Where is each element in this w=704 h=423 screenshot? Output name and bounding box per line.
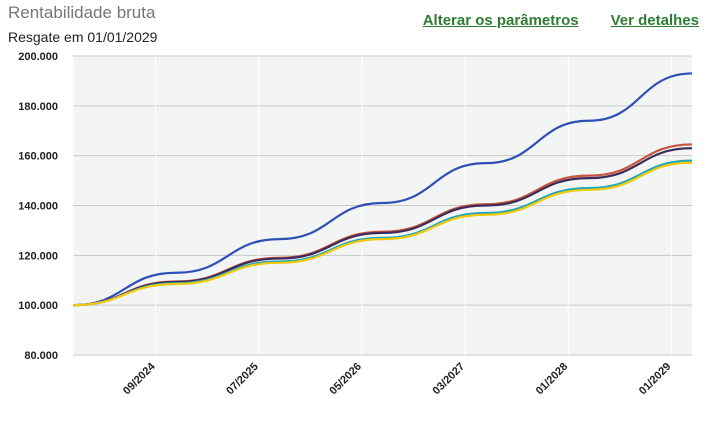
y-tick-label: 140.000 bbox=[18, 201, 58, 213]
x-tick-label: 03/2027 bbox=[431, 361, 468, 398]
y-axis: 80.000 100.000 120.000 140.000 160.000 180.00… bbox=[18, 51, 58, 362]
y-tick-label: 200.000 bbox=[18, 51, 58, 63]
x-tick-label: 07/2025 bbox=[224, 361, 261, 398]
y-tick-label: 120.000 bbox=[18, 250, 58, 262]
redemption-date: Resgate em 01/01/2029 bbox=[8, 29, 158, 45]
x-tick-label: 01/2029 bbox=[637, 361, 674, 398]
x-axis: 09/2024 07/2025 05/2026 03/2027 01/2028 01/20… bbox=[121, 360, 673, 397]
y-tick-label: 160.000 bbox=[18, 151, 58, 163]
y-tick-label: 100.000 bbox=[18, 300, 58, 312]
series-line-5 bbox=[72, 161, 693, 307]
x-tick-label: 01/2028 bbox=[534, 361, 571, 398]
series-line-1 bbox=[72, 72, 693, 307]
y-tick-label: 80.000 bbox=[24, 350, 58, 362]
x-tick-label: 09/2024 bbox=[121, 360, 158, 397]
series-line-3 bbox=[72, 147, 693, 307]
chart-title: Rentabilidade bruta bbox=[8, 3, 156, 22]
series-lines bbox=[72, 72, 693, 307]
change-parameters-link[interactable]: Alterar os parâmetros bbox=[422, 12, 579, 29]
x-tick-label: 05/2026 bbox=[327, 361, 364, 398]
y-tick-label: 180.000 bbox=[18, 101, 58, 113]
header-links: Alterar os parâmetros Ver detalhes bbox=[423, 12, 699, 29]
view-details-link[interactable]: Ver detalhes bbox=[610, 12, 699, 29]
